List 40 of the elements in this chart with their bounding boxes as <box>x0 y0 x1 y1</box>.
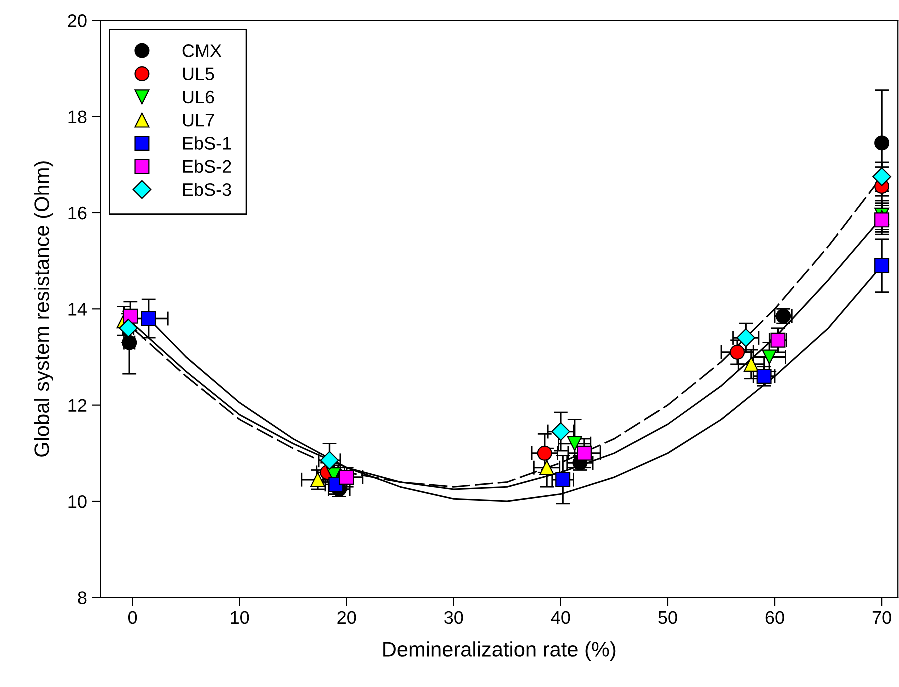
x-tick-label: 0 <box>128 611 138 624</box>
y-tick-label: 14 <box>68 303 87 316</box>
y-axis-title: Global system resistance (Ohm) <box>34 162 54 457</box>
x-tick-label: 20 <box>338 611 356 624</box>
legend-label: EbS-3 <box>183 182 232 196</box>
point <box>874 258 890 274</box>
point <box>762 350 778 365</box>
x-tick-label: 40 <box>551 611 570 624</box>
legend-label: UL5 <box>183 68 214 80</box>
x-tick-label: 70 <box>872 611 892 624</box>
point <box>874 136 890 151</box>
y-tick-label: 18 <box>68 110 87 124</box>
legend-label: UL7 <box>183 114 214 127</box>
legend-label: EbS-1 <box>183 136 232 150</box>
y-tick-label: 16 <box>68 206 87 220</box>
x-tick-label: 60 <box>766 611 784 624</box>
x-tick-label: 50 <box>658 611 678 624</box>
y-tick-label: 8 <box>78 592 87 604</box>
point <box>339 470 354 485</box>
point <box>872 168 892 186</box>
x-tick-label: 30 <box>444 611 464 624</box>
legend-label: EbS-2 <box>183 160 232 174</box>
point <box>141 311 156 326</box>
x-tick-label: 10 <box>231 611 250 624</box>
y-tick-label: 12 <box>68 399 87 412</box>
legend-label: CMX <box>182 44 222 58</box>
y-tick-label: 10 <box>68 495 87 508</box>
point <box>567 436 582 452</box>
legend-label: UL6 <box>183 90 214 104</box>
point <box>874 212 890 228</box>
point <box>576 446 592 461</box>
point <box>744 356 759 372</box>
point <box>756 368 772 384</box>
point <box>736 328 756 348</box>
x-axis-title: Demineralization rate (%) <box>384 642 616 662</box>
y-tick-label: 20 <box>68 14 87 28</box>
point <box>730 344 746 360</box>
point <box>119 318 138 338</box>
point <box>552 422 570 442</box>
point <box>556 472 571 488</box>
